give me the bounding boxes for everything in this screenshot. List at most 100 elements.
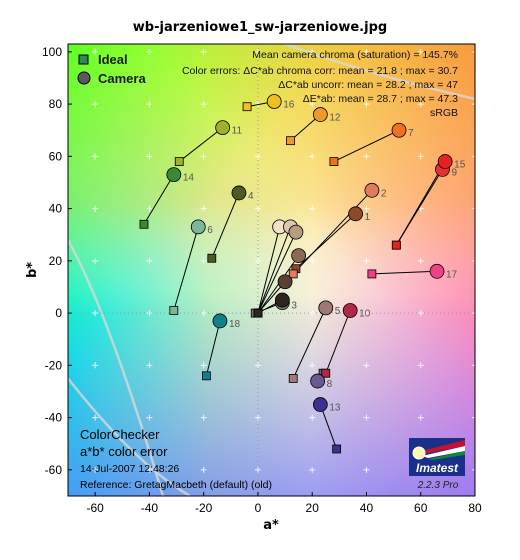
plot-frame	[67, 43, 476, 497]
camera-marker	[291, 248, 307, 264]
grid-cross	[146, 362, 153, 369]
camera-marker	[437, 154, 453, 169]
legend-camera-marker	[77, 71, 91, 85]
grid-cross	[417, 362, 424, 369]
ideal-marker	[367, 269, 377, 279]
y-tick-label: 100	[42, 45, 62, 59]
stat-mean-chroma: Mean camera chroma (saturation) = 145.7%	[252, 49, 458, 61]
camera-marker	[215, 120, 231, 136]
grid-cross	[200, 48, 207, 55]
patch-label: 10	[359, 308, 371, 319]
logo-red-stripe	[418, 440, 465, 454]
stats-box: Mean camera chroma (saturation) = 145.7%…	[182, 49, 458, 119]
camera-marker	[391, 122, 407, 138]
caption-subtitle: a*b* color error	[80, 444, 168, 459]
camera-marker	[277, 274, 293, 290]
grid-cross	[309, 153, 316, 160]
grid-cross	[417, 414, 424, 421]
grid-cross	[146, 414, 153, 421]
grid-cross	[92, 48, 99, 55]
patch-label: 1	[365, 212, 371, 223]
grid-cross	[309, 414, 316, 421]
caption-block: ColorChecker a*b* color error 14-Jul-200…	[80, 427, 272, 491]
grid-cross	[472, 257, 475, 264]
y-axis-ticks: -60 -40 -20 0 20 40 60 80 100	[42, 45, 72, 477]
x-axis-ticks: -60 -40 -20 0 20 40 60 80	[86, 492, 482, 515]
grid-cross	[254, 466, 261, 473]
y-axis-label: b*	[25, 262, 40, 278]
x-tick-label: 80	[468, 501, 482, 515]
logo-white-stripe	[422, 446, 465, 458]
chart-title: wb-jarzeniowe1_sw-jarzeniowe.jpg	[133, 20, 387, 35]
grid-cross	[472, 48, 475, 55]
caption-date: 14-Jul-2007 12:48:26	[80, 463, 179, 475]
patch-label: 3	[291, 301, 297, 312]
grid-cross	[417, 310, 424, 317]
error-vector	[292, 189, 373, 275]
grid-cross	[363, 153, 370, 160]
error-vector	[211, 192, 240, 259]
grid-cross	[146, 257, 153, 264]
logo-version: 2.2.3 Pro	[417, 480, 459, 491]
grid-cross	[146, 48, 153, 55]
camera-marker	[266, 94, 282, 109]
logo-lamp-icon	[412, 446, 426, 460]
error-vector	[333, 129, 400, 163]
grid-cross	[472, 205, 475, 212]
error-vector	[143, 174, 175, 225]
logo-green-stripe	[428, 451, 465, 460]
camera-marker	[429, 263, 445, 279]
patch-label: 15	[454, 160, 466, 171]
x-tick-label: -60	[86, 501, 104, 515]
logo-word: Imatest	[416, 461, 459, 475]
patch-label: 4	[248, 191, 254, 202]
grid-cross	[472, 153, 475, 160]
ideal-marker	[391, 240, 401, 250]
grid-cross	[92, 205, 99, 212]
camera-marker	[318, 300, 334, 316]
grid-cross	[254, 257, 261, 264]
camera-marker	[312, 397, 328, 412]
camera-marker	[288, 224, 304, 240]
grid-cross	[200, 466, 207, 473]
grid-cross	[472, 414, 475, 421]
error-vector	[292, 307, 327, 379]
ideal-marker	[329, 157, 339, 166]
grid-cross	[200, 257, 207, 264]
ideal-marker	[321, 368, 331, 378]
camera-marker	[166, 167, 182, 183]
grid-cross	[200, 362, 207, 369]
grid-cross	[472, 362, 475, 369]
caption-title: ColorChecker	[80, 427, 160, 442]
grid-cross	[363, 205, 370, 212]
error-vector	[319, 404, 338, 450]
error-vector	[257, 231, 297, 314]
camera-marker	[274, 292, 290, 308]
legend-ideal-label: Ideal	[98, 52, 128, 67]
ideal-marker	[286, 136, 295, 146]
legend-camera-label: Camera	[98, 71, 146, 86]
camera-marker	[348, 206, 364, 222]
grid-cross	[363, 257, 370, 264]
x-tick-label: -40	[141, 501, 159, 515]
grid-cross	[254, 205, 261, 212]
camera-marker	[312, 107, 328, 122]
grid-cross	[472, 466, 475, 473]
x-axis-label: a*	[263, 518, 279, 533]
grid-cross	[146, 153, 153, 160]
grid-cross	[417, 101, 424, 108]
grid-cross	[92, 153, 99, 160]
caption-reference: Reference: GretagMacbeth (default) (old)	[80, 479, 272, 491]
patch-label: 6	[207, 225, 213, 236]
grid-cross	[146, 205, 153, 212]
grid-cross	[309, 310, 316, 317]
error-vector	[178, 127, 223, 162]
grid-cross	[309, 101, 316, 108]
ideal-marker	[169, 306, 179, 315]
grid-cross	[92, 362, 99, 369]
grid-cross	[309, 362, 316, 369]
y-tick-label: 60	[49, 149, 63, 163]
grid-cross	[363, 414, 370, 421]
grid-cross	[254, 48, 261, 55]
